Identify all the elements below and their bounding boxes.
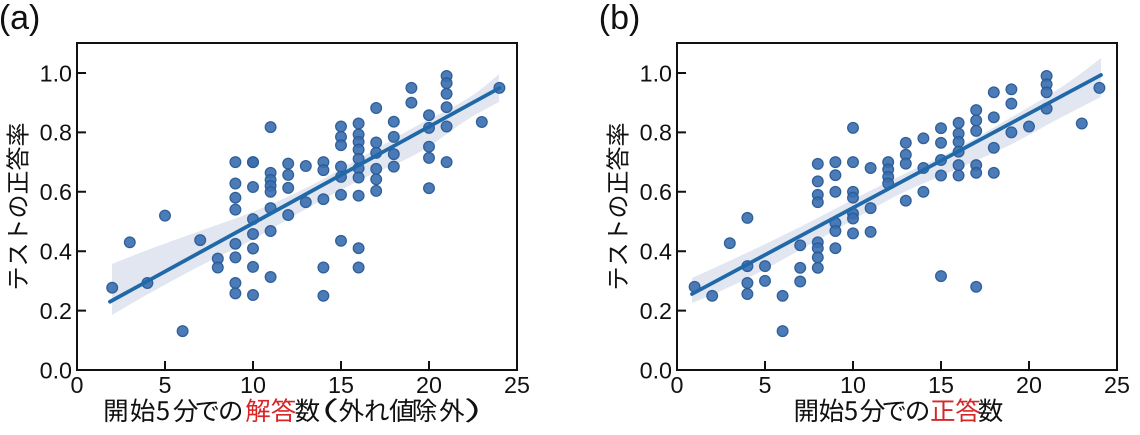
svg-text:1.0: 1.0 (640, 60, 672, 86)
svg-text:0: 0 (671, 372, 684, 398)
svg-text:10: 10 (840, 372, 866, 398)
svg-text:15: 15 (928, 372, 954, 398)
svg-text:0.8: 0.8 (640, 120, 672, 146)
svg-text:0.4: 0.4 (40, 239, 72, 265)
svg-text:0: 0 (71, 372, 84, 398)
svg-text:25: 25 (504, 372, 530, 398)
svg-text:0.6: 0.6 (40, 179, 72, 205)
svg-text:5: 5 (159, 372, 172, 398)
svg-text:0.4: 0.4 (640, 239, 672, 265)
svg-text:(a): (a) (0, 0, 40, 37)
svg-text:15: 15 (328, 372, 354, 398)
svg-text:10: 10 (240, 372, 266, 398)
svg-text:0.2: 0.2 (640, 298, 672, 324)
svg-text:0.8: 0.8 (40, 120, 72, 146)
svg-text:0.2: 0.2 (40, 298, 72, 324)
svg-text:1.0: 1.0 (40, 60, 72, 86)
svg-text:0.0: 0.0 (40, 357, 72, 383)
svg-text:(b): (b) (599, 0, 641, 37)
svg-text:0.0: 0.0 (640, 357, 672, 383)
svg-text:20: 20 (1016, 372, 1042, 398)
svg-text:5: 5 (759, 372, 772, 398)
svg-text:20: 20 (416, 372, 442, 398)
svg-text:0.6: 0.6 (640, 179, 672, 205)
svg-text:25: 25 (1104, 372, 1130, 398)
